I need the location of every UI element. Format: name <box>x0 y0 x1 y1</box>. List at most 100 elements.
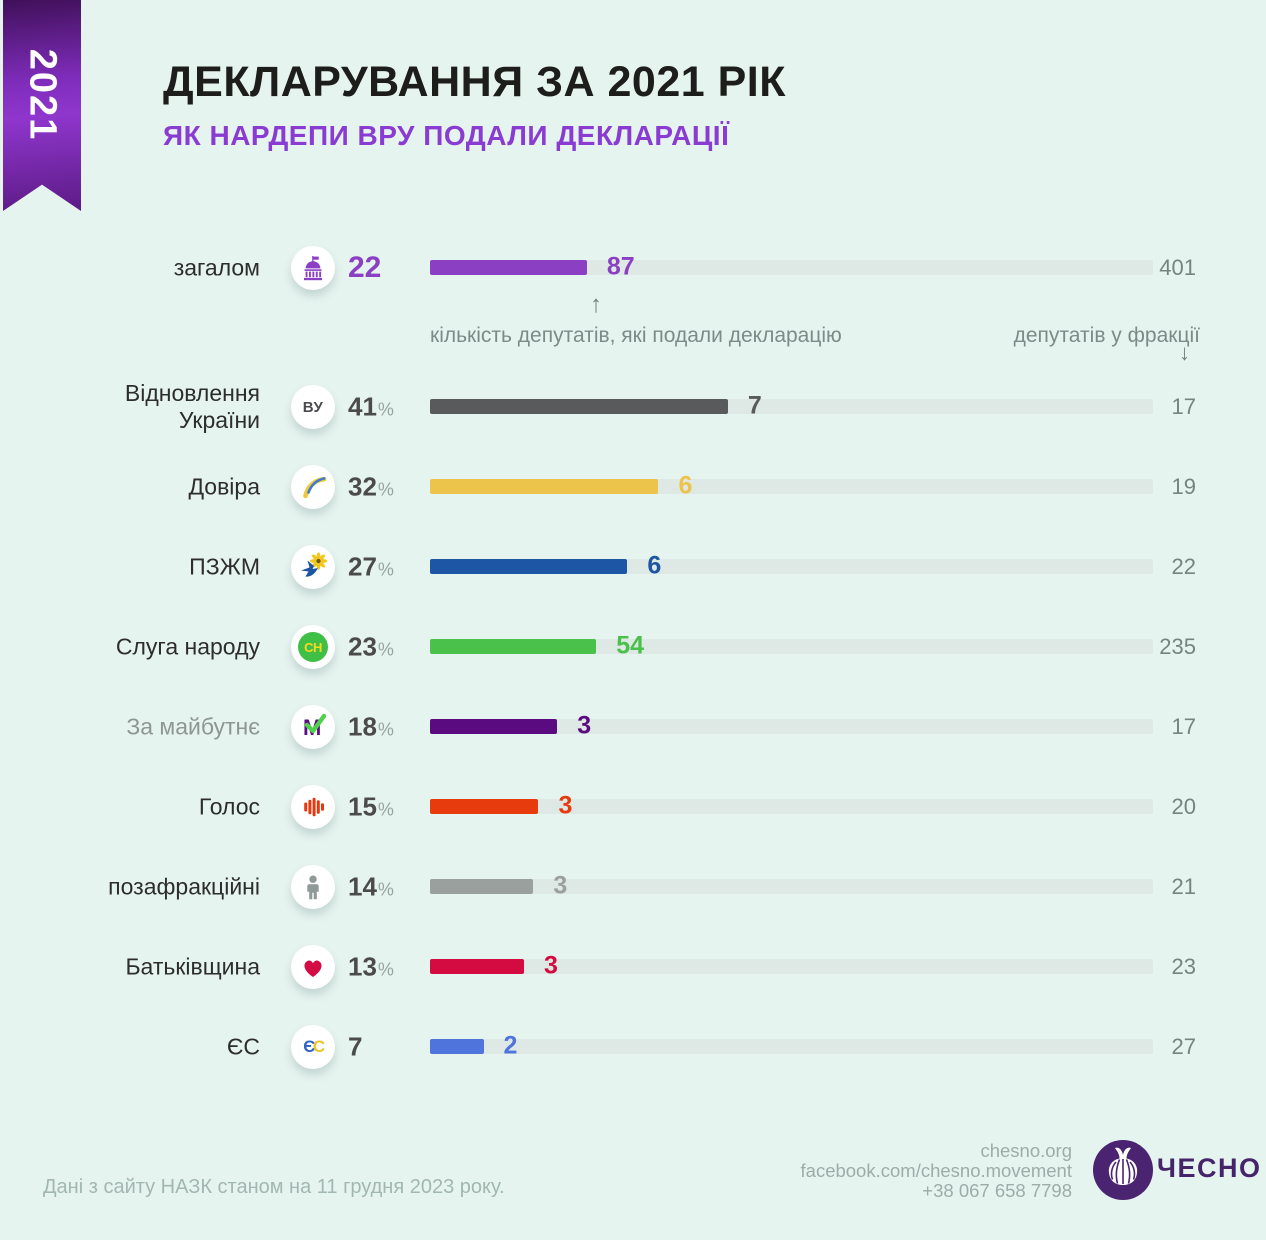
page-subtitle: ЯК НАРДЕПИ ВРУ ПОДАЛИ ДЕКЛАРАЦІЇ <box>163 120 730 151</box>
bar-value-label: 6 <box>678 470 693 499</box>
percent-value: 14% <box>348 872 394 903</box>
bar-track: 3 <box>430 871 1153 899</box>
bar-fill <box>430 260 587 275</box>
chart-row: Відновлення України ВУ 41% 7 17 <box>0 367 1266 447</box>
percent-value: 22 <box>348 251 382 285</box>
zm-check-icon: М <box>291 705 335 749</box>
bar-fill <box>430 479 659 494</box>
bar-value-label: 2 <box>503 1030 518 1059</box>
percent-number: 32 <box>348 471 377 502</box>
percent-value: 15% <box>348 792 394 823</box>
chart-row: ПЗЖМ 27% 6 22 <box>0 527 1266 607</box>
bar-fill <box>430 559 628 574</box>
faction-total: 23 <box>1171 954 1196 979</box>
percent-value: 18% <box>348 712 394 743</box>
percent-sign: % <box>377 559 394 580</box>
percent-value: 41% <box>348 392 394 423</box>
faction-label: загалом <box>173 254 260 281</box>
chart-row: позафракційні 14% 3 21 <box>0 847 1266 927</box>
down-arrow-icon: ↓ <box>1179 340 1190 365</box>
faction-total: 235 <box>1159 634 1196 659</box>
bar-value-label: 6 <box>647 550 662 579</box>
page-title: ДЕКЛАРУВАННЯ ЗА 2021 РІК <box>163 58 786 106</box>
bar-track: 6 <box>430 471 1153 499</box>
percent-number: 27 <box>348 551 377 582</box>
bar-fill <box>430 719 558 734</box>
bar-value-label: 7 <box>747 390 762 419</box>
chart-row: Голос 15% 3 20 <box>0 767 1266 847</box>
up-arrow-icon: ↑ <box>590 291 602 318</box>
year-ribbon: 2021 <box>3 0 81 211</box>
sn-circle-icon: СН <box>291 625 335 669</box>
chart-row: ЄС ЄС 7 2 27 <box>0 1007 1266 1087</box>
pzzhm-dove-sunflower-icon <box>291 545 335 589</box>
bar-fill <box>430 799 539 814</box>
contact-line: chesno.org <box>980 1140 1072 1161</box>
percent-sign: % <box>377 639 394 660</box>
faction-label: позафракційні <box>108 873 260 900</box>
faction-label: Слуга народу <box>115 633 260 660</box>
percent-number: 13 <box>348 951 377 982</box>
chesno-garlic-logo-icon <box>1093 1140 1153 1200</box>
bar-value-label: 3 <box>543 950 558 979</box>
bar-fill <box>430 399 728 414</box>
faction-total: 20 <box>1171 794 1196 819</box>
contact-line: +38 067 658 7798 <box>922 1180 1072 1201</box>
bar-fill <box>430 879 534 894</box>
bar-track: 54 <box>430 631 1153 659</box>
faction-size-annotation: депутатів у фракції <box>1013 324 1200 347</box>
bar-value-label: 54 <box>616 630 645 659</box>
chart-row: Довіра 32% 6 19 <box>0 447 1266 527</box>
percent-sign: % <box>377 799 394 820</box>
holos-icon <box>291 785 335 829</box>
percent-number: 22 <box>348 251 382 284</box>
bar-track: 6 <box>430 551 1153 579</box>
faction-total: 17 <box>1171 714 1196 739</box>
percent-value: 23% <box>348 632 394 663</box>
percent-number: 14 <box>348 871 377 902</box>
bar-fill <box>430 959 524 974</box>
dovira-swoosh-icon <box>291 465 335 509</box>
percent-value: 32% <box>348 472 394 503</box>
percent-sign: % <box>377 959 394 980</box>
faction-label: ЄС <box>226 1033 260 1060</box>
bar-track: 7 <box>430 391 1153 419</box>
faction-total: 22 <box>1171 554 1196 579</box>
chart-row: Батьківщина 13% 3 23 <box>0 927 1266 1007</box>
chesno-logo-text: ЧЕСНО <box>1157 1153 1262 1183</box>
bar-value-label: 3 <box>577 710 592 739</box>
bar-value-label: 3 <box>558 790 573 819</box>
contacts-block: chesno.org facebook.com/chesno.movement +3… <box>801 1141 1072 1201</box>
contact-line: facebook.com/chesno.movement <box>800 1160 1072 1181</box>
percent-value: 13% <box>348 952 394 983</box>
faction-label: За майбутнє <box>126 713 260 740</box>
percent-number: 23 <box>348 631 377 662</box>
bar-track: 3 <box>430 711 1153 739</box>
percent-number: 18 <box>348 711 377 742</box>
faction-total: 401 <box>1159 255 1196 280</box>
source-note: Дані з сайту НАЗК станом на 11 грудня 20… <box>43 1176 505 1198</box>
bar-fill <box>430 1039 484 1054</box>
faction-label: Довіра <box>188 473 260 500</box>
percent-value: 27% <box>348 552 394 583</box>
bar-track: 87 <box>430 252 1153 280</box>
faction-label: Батьківщина <box>125 953 260 980</box>
faction-total: 19 <box>1171 474 1196 499</box>
percent-sign: % <box>377 719 394 740</box>
bar-track: 3 <box>430 951 1153 979</box>
faction-label: Голос <box>198 793 260 820</box>
bar-value-label: 3 <box>553 870 568 899</box>
ribbon-year-label: 2021 <box>21 48 64 142</box>
bar-track: 2 <box>430 1031 1153 1059</box>
faction-total: 17 <box>1171 394 1196 419</box>
rada-building-icon <box>291 246 335 290</box>
es-letters-icon: ЄС <box>291 1025 335 1069</box>
percent-sign: % <box>377 399 394 420</box>
bar-value-label: 87 <box>606 251 635 280</box>
vu-letters-icon: ВУ <box>291 385 335 429</box>
faction-label: ПЗЖМ <box>189 553 260 580</box>
bar-track: 3 <box>430 791 1153 819</box>
chart-row: загалом 22 87 401 <box>0 228 1266 308</box>
percent-number: 15 <box>348 791 377 822</box>
faction-total: 21 <box>1171 874 1196 899</box>
